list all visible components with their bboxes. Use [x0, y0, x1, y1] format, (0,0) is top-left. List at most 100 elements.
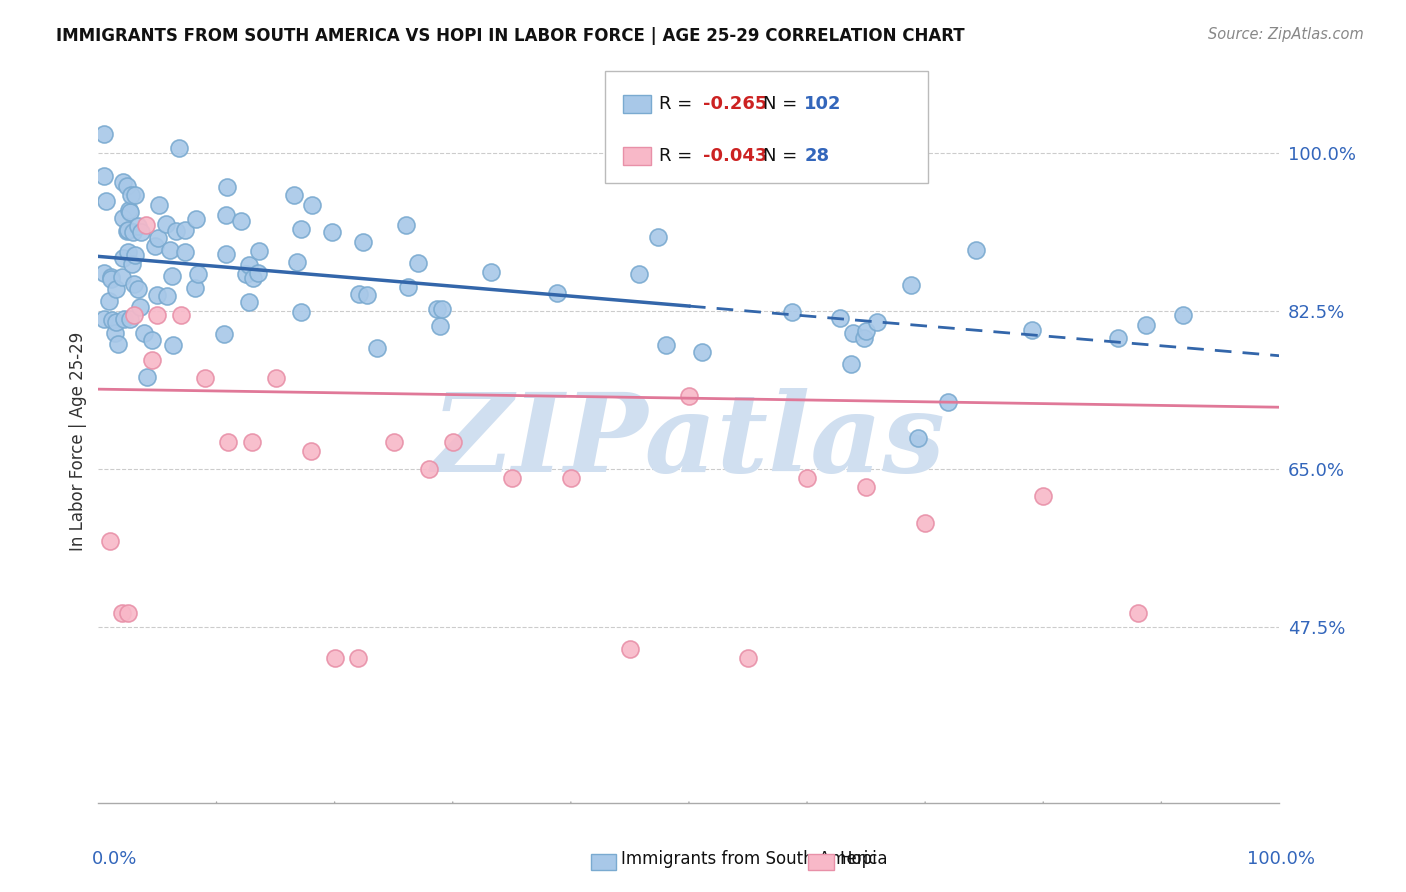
- Point: [111, 606, 134, 620]
- Point: [936, 395, 959, 409]
- Point: [321, 225, 343, 239]
- Point: [173, 244, 195, 259]
- Point: [855, 324, 877, 338]
- Text: Source: ZipAtlas.com: Source: ZipAtlas.com: [1208, 27, 1364, 42]
- Point: [122, 308, 145, 322]
- Text: R =: R =: [659, 147, 699, 165]
- Point: [120, 188, 142, 202]
- Point: [111, 252, 134, 266]
- Point: [619, 642, 641, 657]
- Point: [560, 471, 582, 485]
- Point: [441, 434, 464, 449]
- Point: [1173, 308, 1195, 322]
- Point: [395, 218, 418, 232]
- Point: [121, 257, 143, 271]
- Text: N =: N =: [763, 147, 803, 165]
- Point: [481, 265, 503, 279]
- Point: [247, 244, 270, 258]
- Point: [122, 225, 145, 239]
- Point: [115, 178, 138, 193]
- Point: [127, 282, 149, 296]
- Point: [627, 267, 650, 281]
- Point: [1021, 323, 1043, 337]
- Text: IMMIGRANTS FROM SOUTH AMERICA VS HOPI IN LABOR FORCE | AGE 25-29 CORRELATION CHA: IMMIGRANTS FROM SOUTH AMERICA VS HOPI IN…: [56, 27, 965, 45]
- Point: [100, 272, 122, 286]
- Point: [1107, 331, 1129, 345]
- Point: [128, 300, 150, 314]
- Point: [141, 353, 163, 368]
- Text: 102: 102: [804, 95, 842, 113]
- Point: [215, 208, 238, 222]
- Point: [117, 223, 139, 237]
- Point: [174, 223, 197, 237]
- Point: [215, 246, 238, 260]
- Text: -0.043: -0.043: [703, 147, 768, 165]
- Point: [406, 255, 429, 269]
- Point: [100, 270, 122, 285]
- Point: [900, 277, 922, 292]
- Point: [780, 305, 803, 319]
- Text: ZIPatlas: ZIPatlas: [432, 388, 946, 495]
- Point: [425, 302, 447, 317]
- Point: [238, 295, 260, 310]
- Point: [323, 651, 346, 665]
- Point: [229, 214, 252, 228]
- Text: R =: R =: [659, 95, 699, 113]
- Point: [907, 431, 929, 445]
- Point: [965, 243, 987, 257]
- Point: [796, 471, 818, 485]
- Point: [546, 286, 568, 301]
- Point: [382, 434, 405, 449]
- Point: [112, 175, 135, 189]
- Point: [98, 533, 121, 548]
- Point: [107, 336, 129, 351]
- Point: [238, 258, 260, 272]
- Point: [146, 287, 169, 301]
- Point: [135, 218, 157, 232]
- Point: [647, 230, 669, 244]
- Point: [110, 270, 132, 285]
- Point: [194, 371, 217, 385]
- Point: [93, 312, 115, 326]
- Point: [129, 226, 152, 240]
- Point: [264, 371, 287, 385]
- Point: [165, 224, 187, 238]
- Point: [120, 312, 142, 326]
- Point: [112, 311, 135, 326]
- Text: Immigrants from South America: Immigrants from South America: [621, 850, 889, 868]
- Point: [124, 188, 146, 202]
- Point: [290, 222, 312, 236]
- Point: [141, 334, 163, 348]
- Point: [184, 281, 207, 295]
- Point: [914, 516, 936, 530]
- Point: [246, 266, 269, 280]
- Point: [352, 235, 374, 250]
- Point: [865, 315, 887, 329]
- Point: [429, 319, 451, 334]
- Text: Hopi: Hopi: [839, 850, 877, 868]
- Point: [828, 310, 851, 325]
- Point: [93, 169, 115, 183]
- Point: [217, 434, 239, 449]
- Y-axis label: In Labor Force | Age 25-29: In Labor Force | Age 25-29: [69, 332, 87, 551]
- Point: [852, 331, 875, 345]
- Point: [104, 326, 127, 340]
- Point: [160, 269, 183, 284]
- Point: [1126, 606, 1149, 620]
- Point: [855, 480, 877, 494]
- Point: [356, 288, 378, 302]
- Point: [118, 203, 141, 218]
- Text: 0.0%: 0.0%: [91, 850, 136, 868]
- Point: [127, 219, 149, 234]
- Text: 100.0%: 100.0%: [1247, 850, 1315, 868]
- Point: [146, 308, 169, 322]
- Point: [290, 304, 312, 318]
- Point: [93, 266, 115, 280]
- Point: [136, 369, 159, 384]
- Point: [654, 337, 676, 351]
- Point: [167, 141, 190, 155]
- Point: [214, 327, 236, 342]
- Point: [115, 224, 138, 238]
- Point: [1135, 318, 1157, 333]
- Point: [98, 293, 121, 308]
